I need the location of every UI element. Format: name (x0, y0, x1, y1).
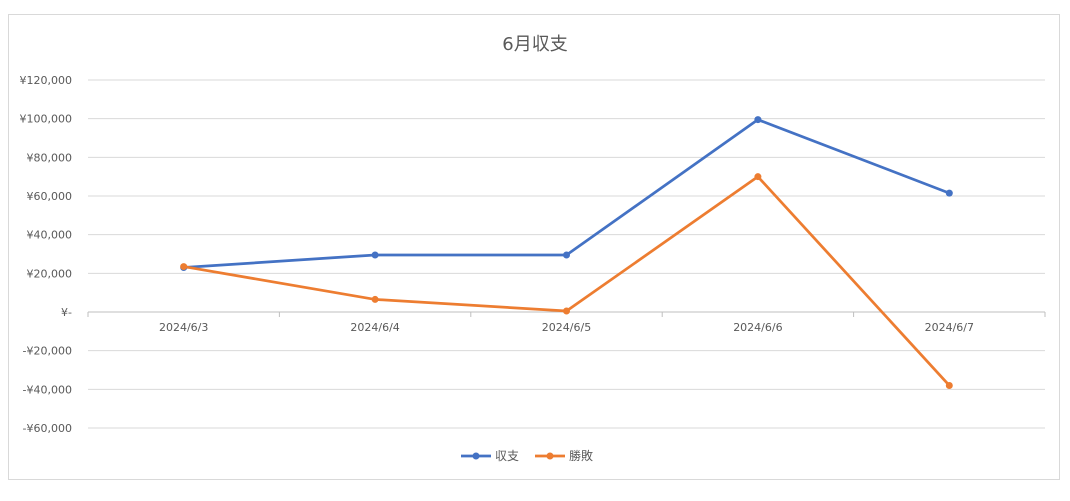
series-line-1 (183, 118, 950, 269)
y-tick-label: ¥60,000 (27, 190, 73, 203)
y-tick-label: ¥120,000 (20, 74, 73, 87)
chart-title: 6月収支 (502, 34, 567, 55)
data-point (371, 295, 379, 303)
legend-swatch-marker (546, 452, 554, 460)
legend-swatch-marker (472, 452, 480, 460)
x-tick-label: 2024/6/7 (925, 321, 974, 334)
legend: 収支 勝敗 (461, 448, 593, 463)
y-tick-label: -¥60,000 (23, 422, 72, 435)
legend-label: 収支 (495, 449, 519, 463)
legend-item: 収支 (461, 449, 519, 463)
data-point (563, 307, 570, 315)
y-tick-label: -¥40,000 (23, 383, 72, 396)
data-point (945, 381, 953, 389)
data-point (371, 251, 379, 259)
plot-area (180, 116, 953, 389)
data-point (180, 263, 188, 271)
legend-label: 勝敗 (569, 448, 593, 463)
chart-frame (8, 14, 1060, 480)
y-tick-label: -¥20,000 (23, 345, 72, 358)
y-axis: ¥120,000 ¥100,000 ¥80,000 ¥60,000 ¥40,000 ¥20… (20, 74, 73, 435)
y-tick-label: ¥- (61, 306, 72, 319)
legend-item: 勝敗 (535, 448, 593, 463)
series-line-2 (183, 175, 951, 387)
y-tick-label: ¥40,000 (27, 229, 73, 242)
x-tick-label: 2024/6/4 (350, 321, 399, 334)
data-point (754, 173, 762, 181)
data-point (945, 189, 953, 197)
x-tick-label: 2024/6/6 (733, 321, 782, 334)
y-tick-label: ¥80,000 (27, 151, 73, 164)
data-point (563, 251, 570, 259)
data-point (754, 116, 762, 124)
y-tick-label: ¥100,000 (20, 113, 73, 126)
x-tick-label: 2024/6/5 (542, 321, 591, 334)
x-tick-label: 2024/6/3 (159, 321, 208, 334)
y-tick-label: ¥20,000 (27, 267, 73, 280)
x-axis: 2024/6/3 2024/6/4 2024/6/5 2024/6/6 2024/6/7 (87, 311, 1046, 334)
